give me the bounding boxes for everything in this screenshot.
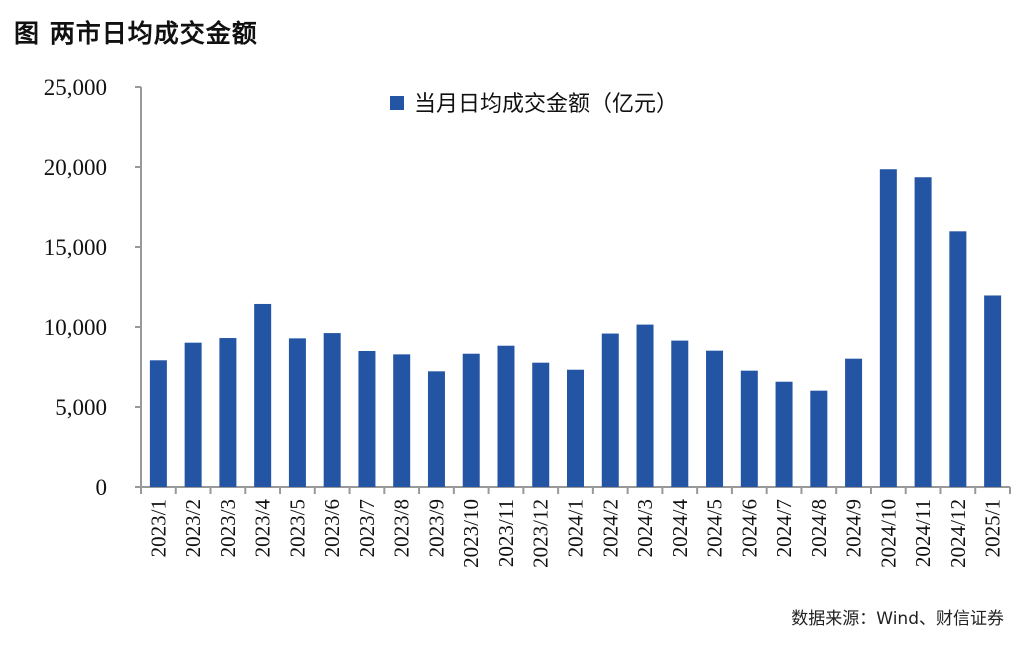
x-tick-label: 2024/5 <box>703 499 727 557</box>
bar <box>254 303 272 487</box>
y-tick-label: 20,000 <box>44 155 107 180</box>
bar <box>845 358 863 487</box>
bar <box>149 360 167 487</box>
bar <box>810 390 828 487</box>
x-tick-label: 2024/9 <box>842 499 866 557</box>
bar <box>949 231 967 487</box>
x-tick-label: 2024/8 <box>807 499 831 557</box>
legend-swatch <box>390 96 404 110</box>
bar <box>879 169 897 488</box>
x-tick-label: 2024/3 <box>633 499 657 557</box>
x-tick-label: 2024/6 <box>737 499 761 557</box>
source-note: 数据来源：Wind、财信证券 <box>791 609 1004 629</box>
x-tick-label: 2024/12 <box>946 499 970 568</box>
x-tick-label: 2024/4 <box>668 499 692 558</box>
y-tick-label: 25,000 <box>44 75 107 100</box>
x-tick-label: 2024/11 <box>911 499 935 567</box>
y-tick-label: 5,000 <box>55 395 107 420</box>
bar <box>184 342 202 487</box>
x-tick-label: 2023/12 <box>529 499 553 568</box>
x-tick-label: 2024/7 <box>772 499 796 557</box>
x-tick-label: 2023/2 <box>181 499 205 557</box>
bar <box>636 324 654 487</box>
bar <box>323 333 341 487</box>
x-tick-label: 2023/10 <box>459 499 483 568</box>
x-tick-label: 2023/3 <box>216 499 240 557</box>
bar <box>984 295 1002 487</box>
x-tick-label: 2024/2 <box>598 499 622 557</box>
x-tick-label: 2023/4 <box>251 499 275 558</box>
bar <box>288 338 306 487</box>
x-tick-label: 2023/9 <box>424 499 448 557</box>
x-tick-label: 2023/8 <box>390 499 414 557</box>
x-tick-label: 2025/1 <box>981 499 1005 557</box>
x-tick-label: 2023/1 <box>146 499 170 557</box>
bar <box>427 371 445 487</box>
figure-title: 图 两市日均成交金额 <box>14 19 258 48</box>
legend-label: 当月日均成交金额（亿元） <box>414 92 678 117</box>
bar <box>567 369 584 487</box>
y-tick-label: 0 <box>96 475 108 500</box>
y-tick-label: 15,000 <box>44 235 107 260</box>
bar <box>532 362 550 487</box>
bar <box>740 370 758 487</box>
bar <box>497 345 515 487</box>
x-tick-label: 2023/7 <box>355 499 379 557</box>
x-tick-label: 2023/5 <box>285 499 309 557</box>
bar <box>358 351 376 487</box>
x-tick-label: 2023/11 <box>494 499 518 567</box>
bar <box>671 340 689 487</box>
x-tick-label: 2024/10 <box>876 499 900 568</box>
bar <box>914 177 932 488</box>
x-tick-label: 2023/6 <box>320 499 344 557</box>
bar <box>775 381 793 487</box>
bar <box>462 353 480 487</box>
bar <box>393 354 411 487</box>
bar <box>601 333 619 487</box>
bar <box>706 350 724 487</box>
bar <box>219 338 237 487</box>
y-tick-label: 10,000 <box>44 315 107 340</box>
x-tick-label: 2024/1 <box>564 499 588 557</box>
